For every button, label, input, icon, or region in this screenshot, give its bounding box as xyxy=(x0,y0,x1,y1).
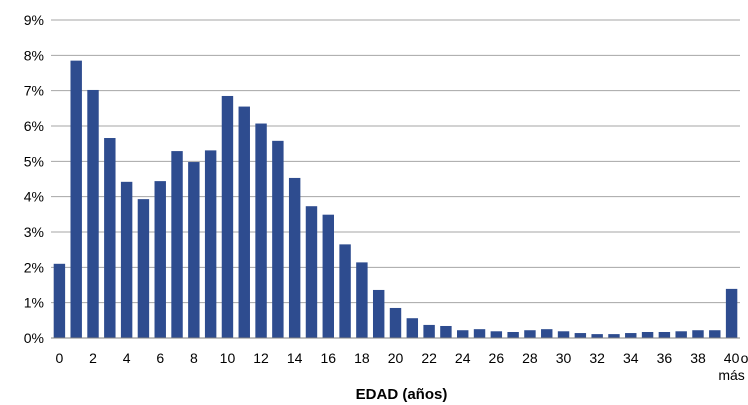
x-tick-label: 18 xyxy=(354,350,370,366)
x-tick-label: 14 xyxy=(287,350,303,366)
bar xyxy=(725,288,738,338)
x-axis-tick-labels: 0 2 4 6 8 10 12 14 16 18 20 22 24 26 28 30 32 34 36 38 40 omá… xyxy=(56,350,748,383)
bar xyxy=(356,262,368,338)
x-tick-label: 32 xyxy=(589,350,605,366)
bar xyxy=(322,214,334,338)
bar xyxy=(574,333,587,338)
x-tick-label-suffix: más xyxy=(718,367,744,383)
x-tick-label: 40 xyxy=(724,350,740,366)
y-axis-tick-labels: 0% 1% 2% 3% 4% 5% 6% 7% 8% 9% xyxy=(24,12,44,346)
y-tick-label: 5% xyxy=(24,153,44,169)
bar xyxy=(423,324,435,338)
y-tick-label: 6% xyxy=(24,118,44,134)
x-tick-label: 24 xyxy=(455,350,471,366)
y-tick-label: 0% xyxy=(24,330,44,346)
bar xyxy=(104,138,116,338)
x-tick-label: 28 xyxy=(522,350,538,366)
y-tick-label: 2% xyxy=(24,259,44,275)
bar xyxy=(120,181,133,338)
bar xyxy=(221,95,234,338)
bar xyxy=(490,331,503,338)
bar xyxy=(305,206,318,338)
bar xyxy=(372,289,385,338)
bar xyxy=(272,140,284,338)
x-tick-label: 12 xyxy=(253,350,269,366)
bar xyxy=(53,263,66,338)
x-axis-title: EDAD (años) xyxy=(356,386,448,403)
bar xyxy=(188,162,200,338)
bar xyxy=(608,334,620,338)
x-tick-label: 26 xyxy=(489,350,505,366)
x-tick-label: 10 xyxy=(220,350,236,366)
y-tick-label: 1% xyxy=(24,295,44,311)
bar xyxy=(557,331,570,338)
x-tick-label: 22 xyxy=(421,350,437,366)
bar xyxy=(87,89,99,339)
bar xyxy=(524,330,536,338)
x-tick-label: 20 xyxy=(388,350,404,366)
bar xyxy=(658,331,671,338)
bar xyxy=(625,333,637,338)
x-tick-label-suffix: o xyxy=(741,350,748,366)
x-tick-label: 30 xyxy=(556,350,572,366)
x-tick-label: 36 xyxy=(657,350,673,366)
bar xyxy=(389,307,402,338)
y-tick-label: 8% xyxy=(24,47,44,63)
y-tick-label: 9% xyxy=(24,12,44,28)
bar xyxy=(591,334,603,338)
bar xyxy=(440,325,452,338)
bar xyxy=(204,150,217,338)
y-tick-label: 7% xyxy=(24,83,44,99)
bar xyxy=(339,244,351,338)
x-tick-label: 16 xyxy=(320,350,336,366)
x-tick-label: 8 xyxy=(190,350,198,366)
bar xyxy=(709,330,721,338)
x-tick-label: 38 xyxy=(690,350,706,366)
bar xyxy=(171,151,183,338)
bar xyxy=(288,177,301,338)
x-tick-label: 6 xyxy=(156,350,164,366)
bar xyxy=(473,329,486,338)
x-tick-label: 0 xyxy=(56,350,64,366)
x-tick-label: 34 xyxy=(623,350,639,366)
bar xyxy=(692,330,704,338)
bar xyxy=(675,331,687,338)
bar xyxy=(154,181,166,338)
bar xyxy=(541,329,553,338)
bars xyxy=(53,60,738,339)
bar xyxy=(507,331,519,338)
gridlines xyxy=(51,19,740,339)
bar xyxy=(641,331,654,338)
x-tick-label: 2 xyxy=(89,350,97,366)
y-tick-label: 4% xyxy=(24,189,44,205)
bar xyxy=(406,318,419,338)
bar xyxy=(238,106,250,338)
bar xyxy=(137,199,150,338)
bar xyxy=(457,330,469,338)
bar xyxy=(255,123,267,338)
y-tick-label: 3% xyxy=(24,224,44,240)
bar xyxy=(70,60,82,339)
x-tick-label: 4 xyxy=(123,350,131,366)
